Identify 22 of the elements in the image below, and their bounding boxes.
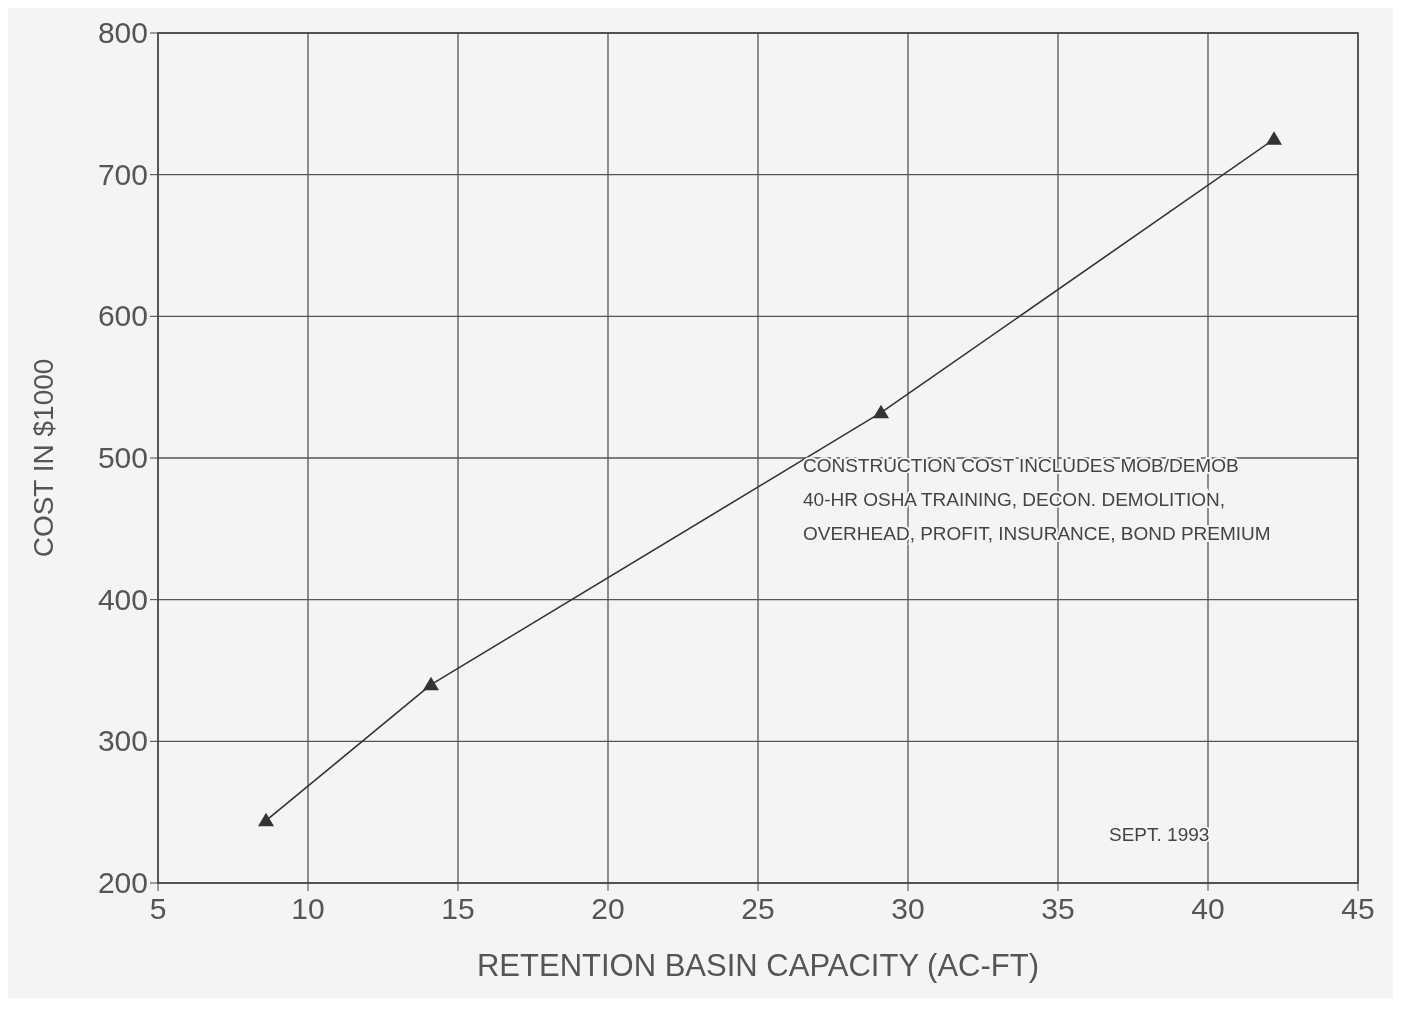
- point: [423, 676, 439, 691]
- x-tick-label: 30: [891, 892, 925, 925]
- y-tick-label: 200: [97, 866, 148, 899]
- x-tick-label: 35: [1041, 892, 1075, 925]
- y-tick-label: 500: [97, 441, 148, 474]
- x-axis-title: RETENTION BASIN CAPACITY (AC-FT): [476, 948, 1040, 983]
- x-tick-label: 20: [591, 892, 625, 925]
- point: [1266, 131, 1282, 145]
- y-tick-label: 400: [97, 582, 148, 616]
- y-axis-title: COST IN $1000: [28, 358, 59, 558]
- x-tick-label: 15: [441, 892, 475, 925]
- x-tick-label: 10: [291, 892, 325, 925]
- y-tick-label: 700: [97, 157, 148, 191]
- x-tick-label: 5: [149, 892, 167, 925]
- x-tick-label: 25: [741, 892, 775, 925]
- point: [873, 404, 889, 419]
- x-tick-label: 45: [1341, 892, 1375, 925]
- point: [258, 812, 274, 827]
- y-tick-label: 600: [97, 299, 148, 333]
- y-tick-label: 300: [97, 724, 148, 758]
- x-tick-label: 40: [1191, 892, 1225, 925]
- y-tick-label: 800: [97, 16, 148, 49]
